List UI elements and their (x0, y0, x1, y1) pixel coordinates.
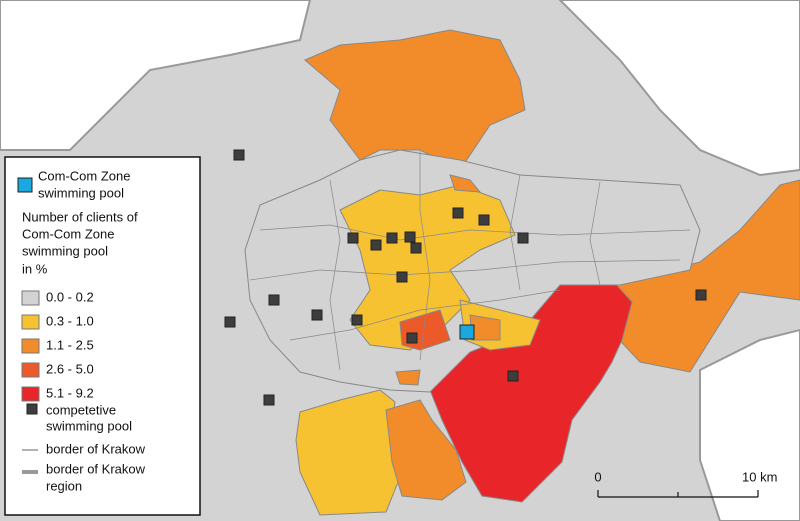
legend-swatch (21, 362, 40, 378)
legend: Com-Com Zone swimming pool Number of cli… (4, 156, 201, 516)
legend-text: competetive (46, 402, 116, 417)
legend-class-label: 0.0 - 0.2 (46, 289, 94, 304)
legend-text: swimming pool (38, 185, 124, 200)
legend-class-label: 2.6 - 5.0 (46, 361, 94, 376)
legend-text: Com-Com Zone (38, 168, 130, 183)
legend-text: region (46, 478, 82, 493)
legend-title: Number of clients of (22, 209, 138, 224)
legend-title: in % (22, 261, 48, 276)
legend-swatch (21, 314, 40, 330)
target-pool (459, 324, 475, 340)
legend-swatch (21, 386, 40, 402)
legend-swatch (21, 290, 40, 306)
legend-class-label: 1.1 - 2.5 (46, 337, 94, 352)
scale-start: 0 (594, 469, 601, 484)
legend-text: border of Krakow (46, 461, 146, 476)
legend-class-label: 0.3 - 1.0 (46, 313, 94, 328)
districts (244, 29, 800, 516)
legend-class-label: 5.1 - 9.2 (46, 385, 94, 400)
district-borders (249, 150, 691, 371)
legend-title: swimming pool (22, 243, 108, 258)
scale-end: 10 km (742, 469, 777, 484)
legend-text: swimming pool (46, 418, 132, 433)
legend-swatch (21, 338, 40, 354)
competitor-pools (224, 149, 707, 406)
legend-text: border of Krakow (46, 441, 146, 456)
scale-bar (597, 490, 759, 498)
legend-title: Com-Com Zone (22, 226, 114, 241)
